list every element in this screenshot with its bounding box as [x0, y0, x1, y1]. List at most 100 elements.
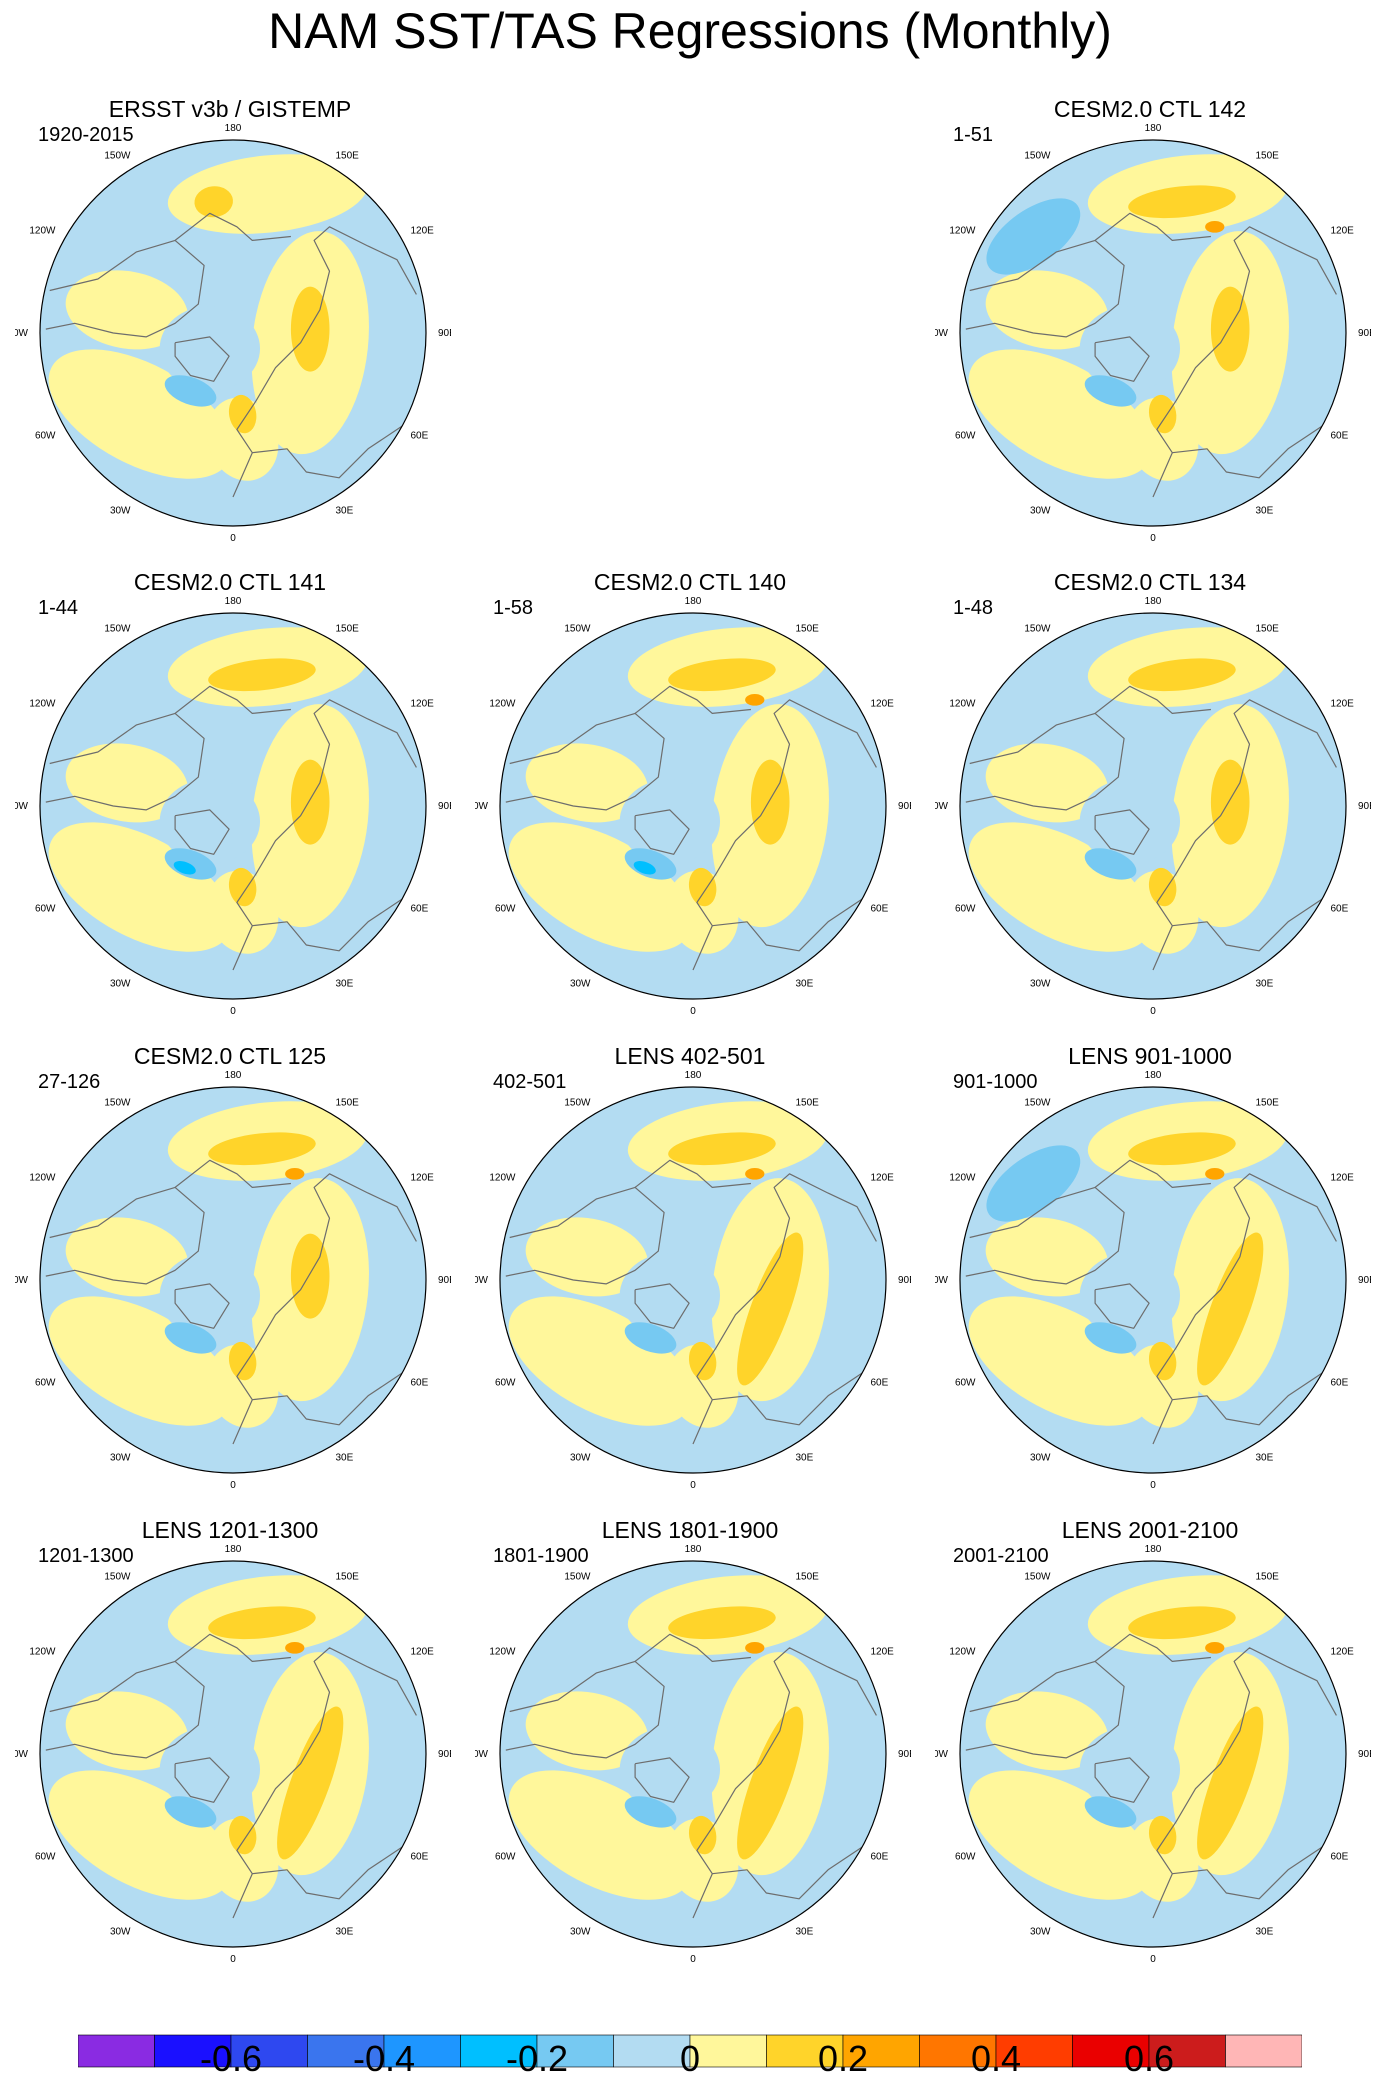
map-panel-ctl134: CESM2.0 CTL 134 1-48 180150E120E90E60E30…: [935, 568, 1365, 1038]
longitude-label: 180: [685, 596, 702, 607]
kamchatka-maximum: [285, 1168, 304, 1180]
longitude-label: 180: [1145, 1544, 1162, 1555]
map-panel-ctl140: CESM2.0 CTL 140 1-58 180150E120E90E60E30…: [475, 568, 905, 1038]
polar-map: 180 150E 120E 90E 60E 30E 0 30W 60W 90W 120W 150W: [935, 592, 1371, 1028]
longitude-label: 30W: [110, 979, 131, 990]
longitude-label: 150E: [336, 1098, 360, 1109]
longitude-label: 180: [225, 123, 242, 134]
map-panel-lens-1201: LENS 1201-1300 1201-1300 180 150E 120E 90E 6…: [15, 1516, 445, 1986]
longitude-label: 60W: [495, 1852, 516, 1863]
longitude-label: 60E: [411, 1852, 429, 1863]
longitude-label: 30W: [570, 1927, 591, 1938]
colorbar-tick-label: -0.6: [171, 2036, 291, 2082]
longitude-label: 90W: [935, 801, 949, 812]
longitude-label: 90W: [935, 1275, 949, 1286]
longitude-label: 90W: [475, 1275, 489, 1286]
map-panel-ctl125: CESM2.0 CTL 125 27-126 180150E120E90E60E…: [15, 1042, 445, 1512]
map-field: [475, 592, 911, 1028]
polar-map: 180 150E 120E 90E 60E 30E 0 30W 60W 90W 120W 150W: [15, 119, 451, 555]
map-field: [935, 1066, 1371, 1502]
longitude-label: 90W: [15, 801, 29, 812]
longitude-label: 150W: [1024, 1572, 1051, 1583]
longitude-label: 150W: [104, 1572, 131, 1583]
longitude-label: 180: [1145, 596, 1162, 607]
longitude-label: 150W: [104, 151, 131, 162]
polar-map: 180 150E 120E 90E 60E 30E 0 30W 60W 90W 120W 150W: [475, 1540, 911, 1976]
colorbar-tick-label: 0.4: [936, 2036, 1056, 2082]
longitude-label: 90E: [1358, 801, 1371, 812]
longitude-label: 90E: [1358, 1749, 1371, 1760]
longitude-label: 120E: [411, 699, 435, 710]
longitude-label: 120W: [949, 699, 976, 710]
map-field: [935, 1540, 1371, 1976]
longitude-label: 150W: [104, 624, 131, 635]
colorbar-labels: -0.6 -0.4 -0.2 0 0.2 0.4 0.6: [0, 2036, 1380, 2082]
longitude-label: 60E: [871, 1378, 889, 1389]
longitude-label: 180: [685, 1544, 702, 1555]
longitude-label: 0: [1150, 533, 1156, 544]
colorbar-tick-label: 0: [630, 2036, 750, 2082]
siberia-maximum: [751, 760, 790, 845]
longitude-label: 150E: [1256, 1098, 1280, 1109]
colorbar-tick-label: 0.2: [783, 2036, 903, 2082]
longitude-label: 90E: [438, 801, 451, 812]
longitude-label: 0: [1150, 1480, 1156, 1491]
siberia-maximum: [1211, 760, 1250, 845]
longitude-label: 60E: [411, 1378, 429, 1389]
longitude-label: 30W: [1030, 506, 1051, 517]
kamchatka-maximum: [285, 1642, 304, 1654]
longitude-label: 30E: [796, 979, 814, 990]
longitude-label: 120E: [1331, 226, 1355, 237]
longitude-label: 90E: [438, 328, 451, 339]
longitude-label: 90E: [438, 1275, 451, 1286]
longitude-label: 150W: [104, 1098, 131, 1109]
colorbar-tick-label: -0.2: [477, 2036, 597, 2082]
colorbar-tick-label: -0.4: [324, 2036, 444, 2082]
longitude-label: 60W: [35, 431, 56, 442]
longitude-label: 0: [230, 1954, 236, 1965]
longitude-label: 30E: [336, 506, 354, 517]
longitude-label: 150E: [796, 1572, 820, 1583]
map-field: [15, 592, 451, 1028]
longitude-label: 120W: [489, 1173, 516, 1184]
longitude-label: 30W: [110, 1453, 131, 1464]
longitude-label: 0: [690, 1006, 696, 1017]
polar-map: 180 150E 120E 90E 60E 30E 0 30W 60W 90W 120W 150W: [15, 1540, 451, 1976]
map-field: [475, 1066, 911, 1502]
longitude-label: 90E: [898, 801, 911, 812]
longitude-label: 120W: [949, 1647, 976, 1658]
longitude-label: 120W: [489, 1647, 516, 1658]
longitude-label: 180: [225, 1544, 242, 1555]
polar-map: 180 150E 120E 90E 60E 30E 0 30W 60W 90W 120W 150W: [935, 119, 1371, 555]
longitude-label: 120W: [489, 699, 516, 710]
kamchatka-maximum: [1205, 1168, 1224, 1180]
longitude-label: 60W: [955, 1378, 976, 1389]
polar-map: 180 150E 120E 90E 60E 30E 0 30W 60W 90W 120W 150W: [475, 592, 911, 1028]
longitude-label: 90E: [1358, 1275, 1371, 1286]
map-panel-ersst: ERSST v3b / GISTEMP 1920-2015 180 150E 120…: [15, 95, 445, 565]
longitude-label: 150W: [1024, 1098, 1051, 1109]
longitude-label: 30W: [1030, 979, 1051, 990]
longitude-label: 60W: [495, 1378, 516, 1389]
longitude-label: 90E: [898, 1275, 911, 1286]
map-panel-lens-901: LENS 901-1000 901-1000 180 150E 120E 90E 60E…: [935, 1042, 1365, 1512]
map-field: [15, 1540, 451, 1976]
longitude-label: 120E: [1331, 1647, 1355, 1658]
map-panel-lens-402: LENS 402-501 402-501 180150E120E90E60E30…: [475, 1042, 905, 1512]
longitude-label: 0: [230, 533, 236, 544]
longitude-label: 120E: [411, 226, 435, 237]
longitude-label: 90E: [1358, 328, 1371, 339]
longitude-label: 90W: [15, 1275, 29, 1286]
longitude-label: 180: [1145, 123, 1162, 134]
longitude-label: 150W: [1024, 624, 1051, 635]
longitude-label: 120W: [949, 226, 976, 237]
longitude-label: 60W: [35, 1852, 56, 1863]
longitude-label: 60E: [1331, 431, 1349, 442]
longitude-label: 90W: [935, 1749, 949, 1760]
kamchatka-maximum: [745, 694, 764, 706]
longitude-label: 150E: [1256, 1572, 1280, 1583]
polar-map: 180 150E 120E 90E 60E 30E 0 30W 60W 90W 120W 150W: [935, 1066, 1371, 1502]
longitude-label: 120W: [949, 1173, 976, 1184]
longitude-label: 150W: [564, 624, 591, 635]
longitude-label: 90W: [475, 801, 489, 812]
